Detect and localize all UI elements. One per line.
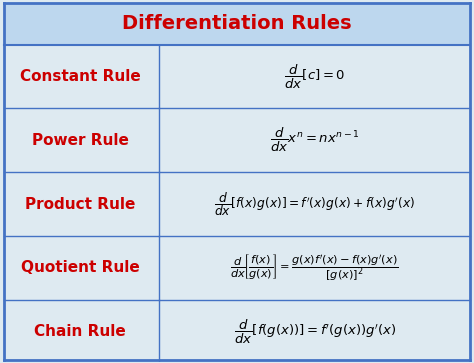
Text: Chain Rule: Chain Rule [35,324,126,339]
FancyBboxPatch shape [4,45,470,109]
Text: $\dfrac{d}{dx}[f(x)g(x)] = f'(x)g(x)+f(x)g'(x)$: $\dfrac{d}{dx}[f(x)g(x)] = f'(x)g(x)+f(x… [214,190,415,218]
Text: $\dfrac{d}{dx}[c] = 0$: $\dfrac{d}{dx}[c] = 0$ [284,62,346,90]
FancyBboxPatch shape [4,236,470,299]
FancyBboxPatch shape [4,109,470,172]
Text: $\dfrac{d}{dx}\!\left[\dfrac{f(x)}{g(x)}\right] = \dfrac{g(x)f'(x)-f(x)g'(x)}{\l: $\dfrac{d}{dx}\!\left[\dfrac{f(x)}{g(x)}… [230,252,399,283]
FancyBboxPatch shape [4,3,470,45]
Text: Differentiation Rules: Differentiation Rules [122,15,352,33]
Text: Product Rule: Product Rule [25,196,136,212]
FancyBboxPatch shape [4,172,470,236]
Text: $\dfrac{d}{dx}[f(g(x))] = f'(g(x))g'(x)$: $\dfrac{d}{dx}[f(g(x))] = f'(g(x))g'(x)$ [234,318,396,346]
Text: Power Rule: Power Rule [32,133,129,148]
Text: $\dfrac{d}{dx}x^n = nx^{n-1}$: $\dfrac{d}{dx}x^n = nx^{n-1}$ [270,126,360,154]
Text: Constant Rule: Constant Rule [20,69,141,84]
Text: Quotient Rule: Quotient Rule [21,260,140,275]
FancyBboxPatch shape [4,299,470,363]
